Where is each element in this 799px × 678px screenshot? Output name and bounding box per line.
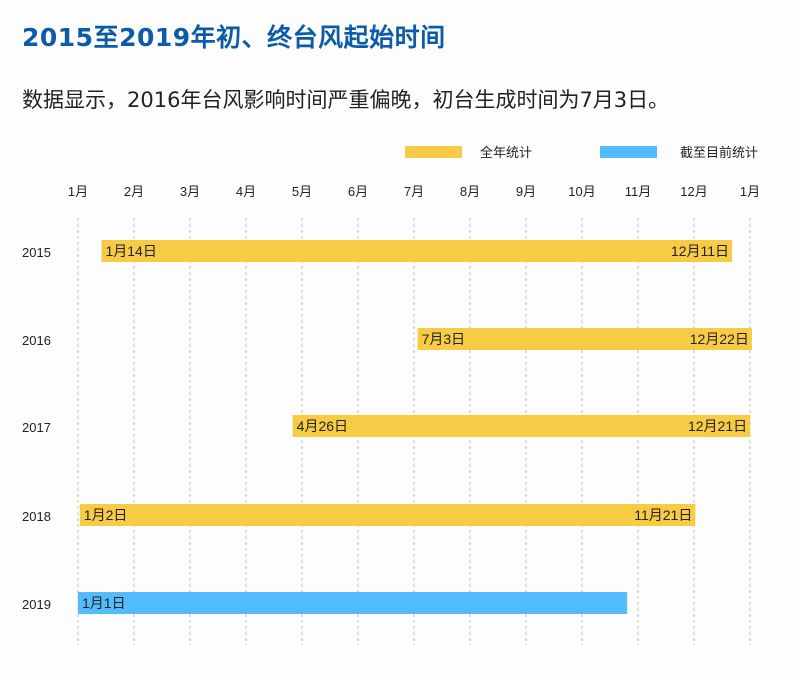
- x-tick-label: 10月: [568, 184, 595, 199]
- x-tick-label: 3月: [180, 184, 200, 199]
- page-subtitle: 数据显示，2016年台风影响时间严重偏晚，初台生成时间为7月3日。: [22, 88, 670, 112]
- bar-end-label: 11月21日: [634, 507, 692, 523]
- bar-2019: [78, 592, 628, 614]
- bar-2018: [79, 504, 696, 526]
- legend-label-0: 全年统计: [480, 145, 532, 160]
- year-label: 2017: [22, 420, 51, 435]
- x-tick-label: 2月: [124, 184, 144, 199]
- bar-start-label: 1月1日: [82, 595, 126, 611]
- year-label: 2016: [22, 333, 51, 348]
- bar-2017: [292, 415, 751, 437]
- bar-start-label: 7月3日: [422, 331, 466, 347]
- bar-start-label: 1月2日: [84, 507, 128, 523]
- x-tick-label: 12月: [680, 184, 707, 199]
- x-tick-label: 8月: [460, 184, 480, 199]
- page-title: 2015至2019年初、终台风起始时间: [22, 23, 446, 52]
- x-tick-label: 1月: [68, 184, 88, 199]
- bar-end-label: 12月21日: [688, 418, 747, 434]
- bar-end-label: 12月22日: [690, 331, 749, 347]
- x-tick-label: 6月: [348, 184, 368, 199]
- x-tick-label: 4月: [236, 184, 256, 199]
- x-tick-label: 5月: [292, 184, 312, 199]
- x-tick-label: 9月: [516, 184, 536, 199]
- year-label: 2015: [22, 245, 51, 260]
- bar-end-label: 12月11日: [671, 243, 729, 259]
- x-tick-label: 11月: [625, 184, 652, 199]
- year-label: 2019: [22, 597, 51, 612]
- bar-start-label: 4月26日: [297, 418, 348, 434]
- legend-swatch-1: [600, 146, 657, 158]
- bar-2016: [417, 328, 752, 350]
- bar-2015: [101, 240, 733, 262]
- x-tick-label: 1月: [740, 184, 760, 199]
- bar-start-label: 1月14日: [105, 243, 156, 259]
- legend-swatch-0: [405, 146, 462, 158]
- year-label: 2018: [22, 509, 51, 524]
- legend-label-1: 截至目前统计: [680, 145, 758, 160]
- x-tick-label: 7月: [404, 184, 424, 199]
